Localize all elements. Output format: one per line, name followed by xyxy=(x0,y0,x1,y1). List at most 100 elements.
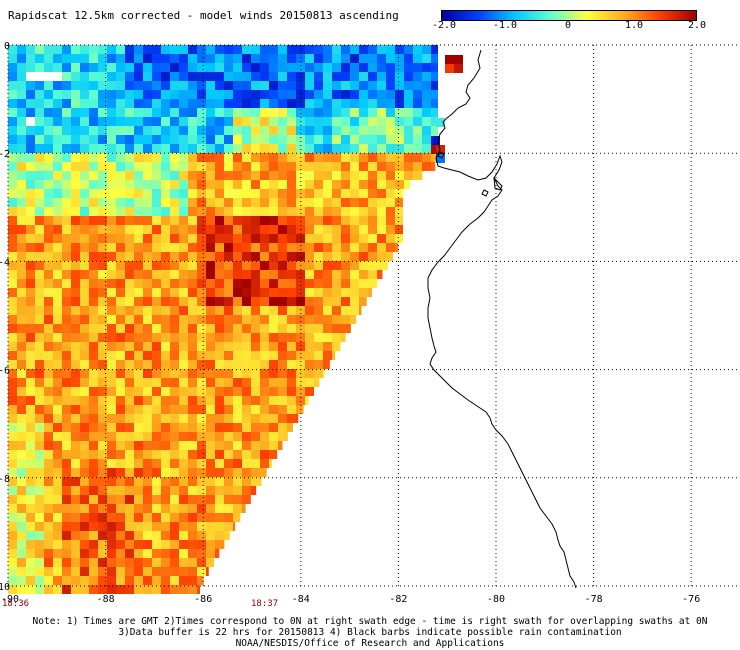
wind-cell xyxy=(71,189,80,198)
wind-cell xyxy=(350,288,359,297)
wind-cell xyxy=(413,171,422,180)
wind-cell xyxy=(161,144,170,153)
wind-cell xyxy=(179,63,188,72)
wind-cell xyxy=(251,99,260,108)
wind-cell xyxy=(152,486,161,495)
wind-cell xyxy=(53,396,62,405)
wind-cell xyxy=(8,495,17,504)
wind-cell xyxy=(350,189,359,198)
wind-cell xyxy=(206,99,215,108)
wind-cell xyxy=(152,495,161,504)
wind-cell xyxy=(287,180,296,189)
wind-cell xyxy=(17,351,26,360)
wind-cell xyxy=(125,270,134,279)
wind-cell xyxy=(431,126,438,135)
wind-cell xyxy=(71,396,80,405)
wind-cell xyxy=(71,45,80,54)
wind-cell xyxy=(161,324,170,333)
wind-cell xyxy=(152,45,161,54)
wind-cell xyxy=(116,126,125,135)
wind-cell xyxy=(8,126,17,135)
wind-cell xyxy=(8,279,17,288)
wind-cell xyxy=(152,270,161,279)
wind-cell xyxy=(143,486,152,495)
wind-cell xyxy=(323,225,332,234)
wind-cell xyxy=(215,378,224,387)
wind-cell xyxy=(35,135,44,144)
wind-cell xyxy=(395,135,404,144)
wind-cell xyxy=(125,369,134,378)
wind-cell xyxy=(71,315,80,324)
wind-cell xyxy=(323,153,332,162)
wind-cell xyxy=(278,99,287,108)
wind-cell xyxy=(89,198,98,207)
map-title: Rapidscat 12.5km corrected - model winds… xyxy=(8,9,399,22)
wind-cell xyxy=(134,567,143,576)
wind-cell xyxy=(206,468,215,477)
wind-cell xyxy=(368,225,377,234)
wind-cell xyxy=(98,306,107,315)
wind-cell xyxy=(89,504,98,513)
wind-cell xyxy=(377,261,386,270)
wind-cell xyxy=(287,216,296,225)
wind-cell xyxy=(116,423,125,432)
wind-cell xyxy=(323,90,332,99)
wind-cell xyxy=(71,378,80,387)
wind-cell xyxy=(197,351,206,360)
wind-cell xyxy=(62,117,71,126)
wind-cell xyxy=(44,576,53,585)
wind-cell xyxy=(53,531,62,540)
wind-cell xyxy=(8,531,17,540)
wind-cell xyxy=(89,459,98,468)
wind-cell xyxy=(98,243,107,252)
wind-cell xyxy=(62,72,71,81)
wind-cell xyxy=(215,171,224,180)
wind-cell xyxy=(125,288,134,297)
wind-cell xyxy=(233,135,242,144)
wind-cell xyxy=(179,144,188,153)
wind-cell xyxy=(314,63,323,72)
wind-cell xyxy=(116,459,125,468)
wind-cell xyxy=(143,351,152,360)
wind-cell xyxy=(296,252,305,261)
wind-cell xyxy=(287,225,296,234)
wind-cell xyxy=(224,108,233,117)
wind-cell xyxy=(26,225,35,234)
wind-cell xyxy=(116,144,125,153)
wind-cell xyxy=(26,306,35,315)
wind-cell xyxy=(332,153,341,162)
wind-cell xyxy=(89,576,98,585)
wind-cell xyxy=(224,513,233,522)
wind-cell xyxy=(215,270,224,279)
wind-cell xyxy=(125,180,134,189)
wind-cell xyxy=(242,270,251,279)
wind-cell xyxy=(305,378,314,387)
wind-cell xyxy=(224,234,233,243)
wind-cell xyxy=(314,216,323,225)
wind-cell xyxy=(215,108,224,117)
wind-cell xyxy=(233,81,242,90)
wind-cell xyxy=(152,99,161,108)
wind-cell xyxy=(197,90,206,99)
wind-cell xyxy=(179,207,188,216)
wind-cell xyxy=(242,504,246,513)
wind-cell xyxy=(143,99,152,108)
wind-cell xyxy=(224,405,233,414)
wind-cell xyxy=(296,387,305,396)
wind-cell xyxy=(89,171,98,180)
wind-cell xyxy=(170,270,179,279)
wind-cell xyxy=(161,72,170,81)
wind-cell xyxy=(332,315,341,324)
wind-cell xyxy=(251,243,260,252)
wind-cell xyxy=(107,414,116,423)
wind-cell xyxy=(107,216,116,225)
wind-cell xyxy=(431,72,438,81)
wind-cell xyxy=(206,135,215,144)
wind-cell xyxy=(134,189,143,198)
wind-cell xyxy=(215,117,224,126)
wind-cell xyxy=(323,99,332,108)
wind-cell xyxy=(89,351,98,360)
wind-cell xyxy=(35,558,44,567)
wind-cell xyxy=(206,252,215,261)
wind-cell xyxy=(71,54,80,63)
